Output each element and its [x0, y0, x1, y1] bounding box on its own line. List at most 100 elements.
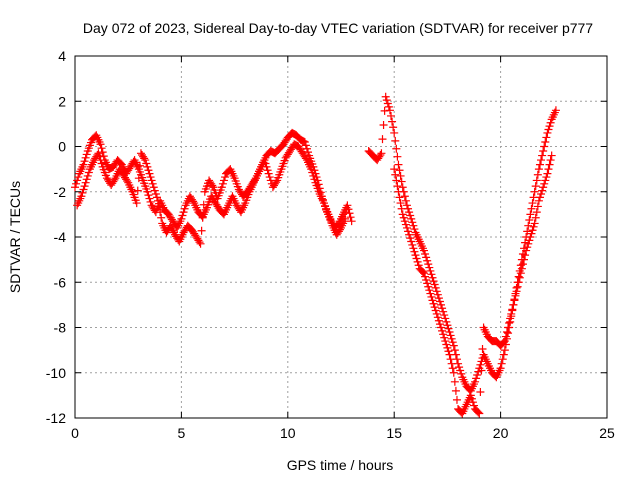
data-point-fill	[431, 306, 440, 315]
data-point-fill	[97, 159, 106, 168]
y-tick-label: -4	[54, 229, 67, 245]
data-point-fill	[392, 144, 401, 153]
data-point-fill	[378, 135, 387, 144]
data-point-fill	[531, 182, 540, 191]
data-point	[500, 337, 509, 346]
data-point	[347, 217, 356, 226]
data-point	[441, 314, 450, 323]
data-point-fill	[404, 227, 413, 236]
data-point	[424, 282, 433, 291]
data-point-fill	[388, 117, 397, 126]
data-point	[449, 341, 458, 350]
data-point-fill	[545, 160, 554, 169]
data-point	[445, 350, 454, 359]
data-point-fill	[521, 251, 530, 260]
data-point-fill	[506, 314, 515, 323]
data-point-fill	[446, 331, 455, 340]
data-point-fill	[302, 144, 311, 153]
data-point	[153, 196, 162, 205]
data-point-fill	[301, 141, 310, 150]
data-point-fill	[518, 260, 527, 269]
data-point-fill	[418, 268, 427, 277]
data-point	[441, 337, 450, 346]
data-point-fill	[309, 171, 318, 180]
data-point-fill	[535, 160, 544, 169]
data-point-fill	[221, 173, 230, 182]
data-point-fill	[408, 218, 417, 227]
data-point-fill	[507, 309, 516, 318]
data-point	[398, 183, 407, 192]
data-point-fill	[426, 266, 435, 275]
data-point-fill	[451, 386, 460, 395]
data-point-fill	[422, 253, 431, 262]
data-point	[471, 377, 480, 386]
data-point-fill	[443, 343, 452, 352]
data-point-fill	[414, 261, 423, 270]
data-point-fill	[448, 338, 457, 347]
data-point-fill	[135, 161, 144, 170]
data-point	[145, 169, 154, 178]
data-point-fill	[468, 398, 477, 407]
data-point-fill	[430, 303, 439, 312]
data-point	[71, 183, 79, 192]
data-point	[407, 237, 416, 246]
data-point-fill	[393, 182, 402, 191]
data-point-fill	[529, 222, 538, 231]
data-point	[505, 318, 514, 327]
data-point-fill	[474, 408, 483, 417]
data-point	[445, 328, 454, 337]
y-tick-label: 2	[58, 93, 66, 109]
data-point-fill	[72, 179, 81, 188]
data-point	[496, 364, 505, 373]
data-point-fill	[542, 133, 551, 142]
data-point-fill	[397, 177, 406, 186]
data-point	[341, 214, 350, 223]
data-point-fill	[429, 277, 438, 286]
data-point	[141, 156, 150, 165]
data-point	[419, 269, 428, 278]
data-point	[398, 210, 407, 219]
data-point-fill	[82, 175, 91, 184]
data-point-fill	[383, 99, 392, 108]
x-axis-label: GPS time / hours	[287, 457, 394, 473]
data-point-fill	[423, 256, 432, 265]
data-point-fill	[525, 236, 534, 245]
x-tick-labels: 0 5 10 15 20 25	[71, 425, 615, 441]
data-point	[517, 264, 526, 273]
data-point-fill	[427, 292, 436, 301]
data-point	[509, 300, 518, 309]
data-point	[547, 151, 556, 160]
data-point-fill	[426, 289, 435, 298]
data-point-fill	[98, 148, 107, 157]
data-point-fill	[263, 166, 272, 175]
data-point-fill	[446, 355, 455, 364]
data-point	[432, 287, 441, 296]
data-point-fill	[544, 165, 553, 174]
data-point-fill	[408, 240, 417, 249]
data-point-fill	[439, 330, 448, 339]
data-point-fill	[423, 279, 432, 288]
data-point	[475, 409, 484, 418]
data-point-fill	[144, 191, 153, 200]
data-point-fill	[410, 225, 419, 234]
data-point-fill	[528, 226, 537, 235]
data-point-fill	[525, 216, 534, 225]
data-point-fill	[427, 270, 436, 279]
data-point-fill	[520, 255, 529, 264]
x-tick-label: 10	[280, 425, 296, 441]
data-point	[539, 147, 548, 156]
data-point	[381, 92, 390, 101]
data-point-fill	[405, 230, 414, 239]
data-point-fill	[308, 168, 317, 177]
data-point-fill	[442, 317, 451, 326]
data-point	[196, 239, 205, 248]
data-point-fill	[546, 156, 555, 165]
data-point-fill	[80, 182, 89, 191]
data-point-fill	[393, 152, 402, 161]
data-point-fill	[146, 197, 155, 206]
data-point	[428, 296, 437, 305]
data-point-fill	[533, 202, 542, 211]
data-point-fill	[546, 118, 555, 127]
y-tick-label: -12	[46, 410, 66, 426]
